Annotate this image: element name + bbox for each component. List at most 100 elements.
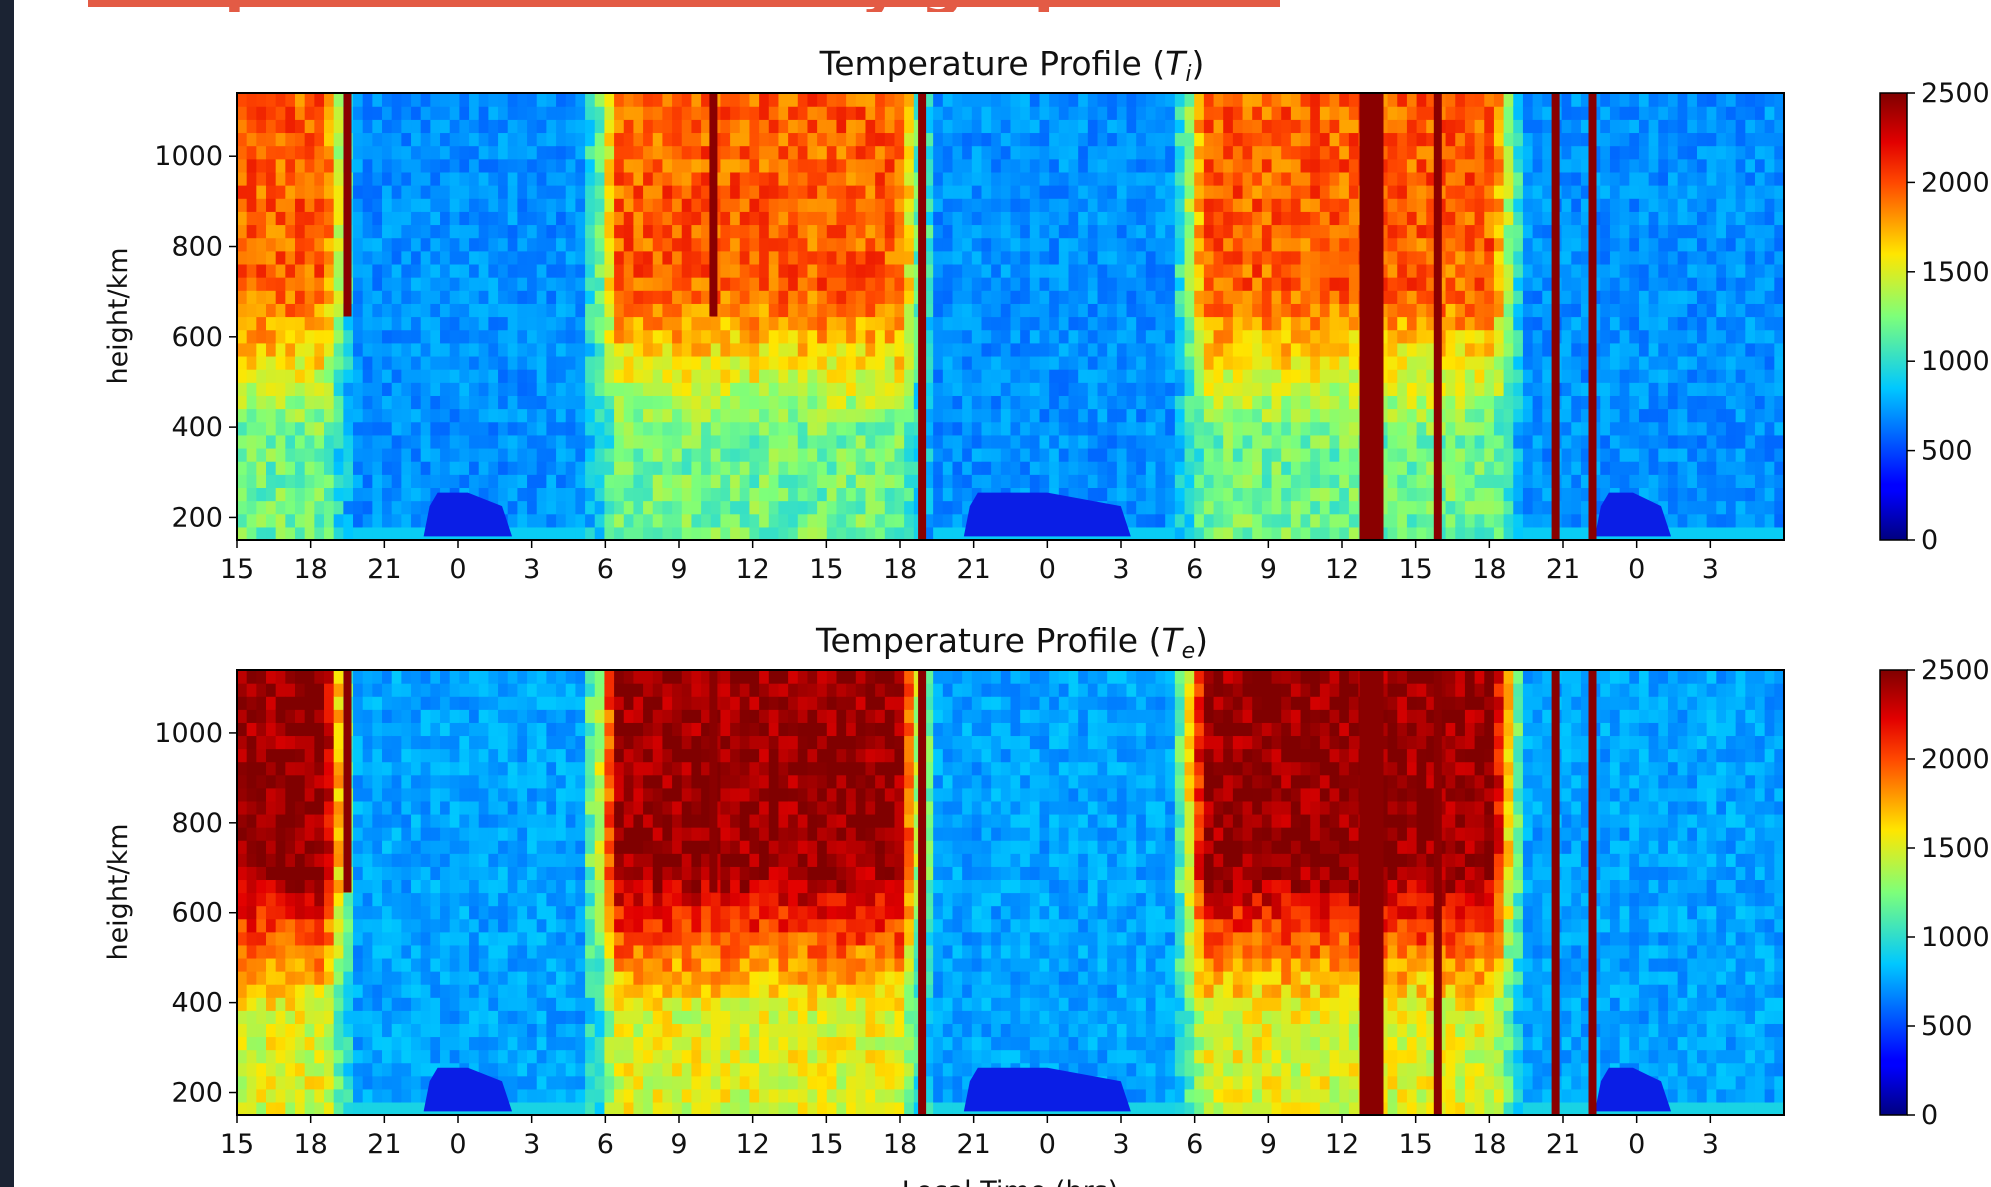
heatmap-cell: [1107, 421, 1118, 436]
heatmap-cell: [681, 185, 693, 199]
heatmap-cell: [1068, 145, 1079, 160]
heatmap-cell: [1329, 211, 1340, 226]
heatmap-cell: [449, 211, 460, 226]
heatmap-cell: [1648, 395, 1659, 410]
heatmap-cell: [1174, 487, 1186, 502]
heatmap-cell: [1252, 461, 1263, 475]
heatmap-cell: [836, 447, 847, 462]
heatmap-cell: [1194, 93, 1205, 107]
heatmap-cell: [952, 447, 963, 462]
heatmap-cell: [720, 461, 731, 475]
heatmap-cell: [246, 93, 257, 107]
heatmap-cell: [430, 329, 441, 344]
heatmap-cell: [807, 421, 818, 436]
heatmap-cell: [1319, 329, 1331, 344]
heatmap-cell: [1058, 263, 1070, 278]
heatmap-cell: [478, 250, 489, 265]
heatmap-cell: [1087, 329, 1099, 344]
heatmap-cell: [865, 447, 876, 462]
heatmap-cell: [1329, 198, 1340, 212]
heatmap-cell: [1126, 329, 1137, 344]
heatmap-cell: [1416, 93, 1427, 107]
heatmap-cell: [507, 447, 518, 462]
heatmap-cell: [720, 408, 731, 423]
heatmap-cell: [420, 447, 431, 462]
heatmap-cell: [1339, 395, 1350, 410]
heatmap-cell: [933, 198, 944, 212]
heatmap-cell: [749, 106, 760, 120]
heatmap-cell: [1580, 526, 1592, 541]
heatmap-cell: [662, 224, 673, 239]
heatmap-cell: [1271, 237, 1282, 252]
heatmap-cell: [391, 106, 402, 120]
heatmap-cell: [1619, 382, 1630, 396]
heatmap-cell: [672, 369, 683, 383]
heatmap-cell: [643, 198, 654, 212]
heatmap-cell: [1232, 329, 1244, 344]
heatmap-cell: [788, 474, 799, 489]
heatmap-cell: [1310, 329, 1321, 344]
heatmap-cell: [1455, 408, 1466, 423]
heatmap-cell: [594, 171, 606, 186]
heatmap-cell: [1223, 145, 1234, 160]
heatmap-cell: [730, 93, 741, 107]
heatmap-cell: [401, 355, 412, 370]
heatmap-cell: [894, 369, 905, 383]
heatmap-cell: [691, 119, 702, 134]
heatmap-cell: [256, 342, 267, 357]
heatmap-cell: [1155, 171, 1166, 186]
heatmap-cell: [778, 421, 789, 436]
heatmap-cell: [720, 290, 731, 304]
heatmap-cell: [527, 250, 538, 265]
heatmap-cell: [488, 461, 499, 475]
heatmap-cell: [826, 369, 838, 383]
heatmap-cell: [1087, 277, 1099, 291]
heatmap-cell: [478, 158, 489, 173]
heatmap-cell: [1029, 355, 1041, 370]
heatmap-cell: [1474, 316, 1485, 331]
heatmap-cell: [720, 526, 731, 541]
heatmap-cell: [1300, 145, 1311, 160]
heatmap-cell: [1136, 132, 1147, 147]
heatmap-cell: [991, 395, 1002, 410]
heatmap-cell: [807, 303, 818, 318]
heatmap-cell: [1145, 132, 1157, 147]
heatmap-cell: [1232, 290, 1244, 304]
heatmap-cell: [362, 329, 373, 344]
heatmap-cell: [855, 382, 867, 396]
heatmap-cell: [1223, 263, 1234, 278]
heatmap-cell: [1049, 277, 1060, 291]
heatmap-cell: [1532, 119, 1543, 134]
heatmap-cell: [498, 185, 509, 199]
heatmap-cell: [1165, 500, 1176, 515]
heatmap-cell: [575, 132, 586, 147]
heatmap-cell: [1145, 158, 1157, 173]
heatmap-cell: [594, 487, 606, 502]
heatmap-cell: [411, 277, 422, 291]
heatmap-cell: [1542, 171, 1553, 186]
heatmap-cell: [1329, 132, 1340, 147]
heatmap-cell: [246, 303, 257, 318]
heatmap-cell: [1261, 316, 1273, 331]
heatmap-cell: [1493, 237, 1505, 252]
heatmap-cell: [1493, 145, 1505, 160]
heatmap-cell: [1348, 395, 1360, 410]
heatmap-cell: [1406, 461, 1418, 475]
heatmap-cell: [565, 500, 577, 515]
heatmap-cell: [556, 474, 567, 489]
heatmap-cell: [1020, 474, 1031, 489]
heatmap-cell: [1648, 342, 1659, 357]
heatmap-cell: [391, 434, 402, 449]
heatmap-cell: [1532, 171, 1543, 186]
heatmap-cell: [1580, 106, 1592, 120]
heatmap-cell: [1571, 500, 1582, 515]
heatmap-cell: [449, 382, 460, 396]
heatmap-cell: [1049, 382, 1060, 396]
heatmap-cell: [1522, 355, 1534, 370]
heatmap-cell: [1522, 500, 1534, 515]
heatmap-cell: [1561, 132, 1572, 147]
heatmap-cell: [1600, 145, 1611, 160]
heatmap-cell: [556, 421, 567, 436]
heatmap-cell: [749, 408, 760, 423]
heatmap-cell: [304, 290, 315, 304]
